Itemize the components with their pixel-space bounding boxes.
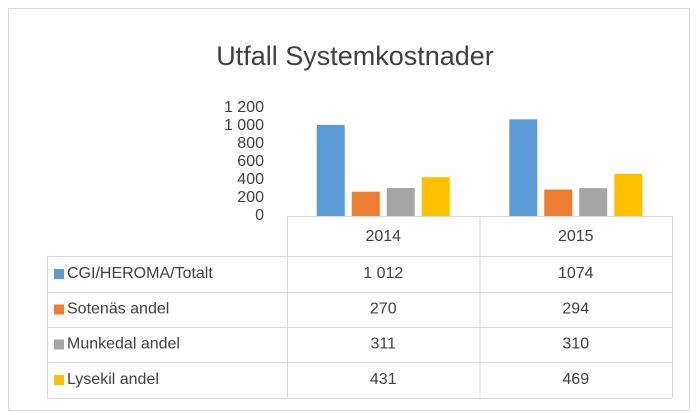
legend-swatch bbox=[54, 304, 64, 315]
bar bbox=[579, 188, 608, 216]
table-value: 294 bbox=[562, 301, 589, 318]
legend-label: Sotenäs andel bbox=[67, 301, 169, 318]
bar bbox=[509, 119, 538, 216]
y-tick-label: 800 bbox=[237, 135, 264, 152]
legend-swatch bbox=[54, 269, 64, 279]
category-label: 2014 bbox=[365, 228, 401, 245]
table-value: 311 bbox=[370, 336, 396, 353]
y-tick-label: 0 bbox=[255, 207, 264, 224]
y-tick-label: 200 bbox=[237, 189, 264, 206]
table-value: 1074 bbox=[558, 265, 594, 282]
bar bbox=[614, 173, 643, 216]
y-tick-label: 400 bbox=[237, 171, 264, 188]
bar bbox=[386, 188, 415, 216]
y-tick-label: 1 200 bbox=[224, 99, 264, 116]
table-value: 431 bbox=[370, 371, 397, 388]
bar bbox=[316, 124, 345, 216]
bar bbox=[544, 189, 573, 216]
table-value: 1 012 bbox=[363, 265, 403, 282]
bar bbox=[421, 177, 450, 216]
y-tick-label: 600 bbox=[237, 153, 264, 170]
chart-title: Utfall Systemkostnader bbox=[216, 41, 494, 71]
legend-label: Lysekil andel bbox=[67, 371, 159, 388]
legend-label: Munkedal andel bbox=[67, 336, 180, 353]
chart-frame bbox=[8, 8, 690, 411]
bar bbox=[351, 191, 380, 216]
table-value: 310 bbox=[562, 336, 589, 353]
category-label: 2015 bbox=[558, 228, 594, 245]
table-value: 270 bbox=[370, 301, 397, 318]
legend-swatch bbox=[54, 375, 64, 385]
y-tick-label: 1 000 bbox=[224, 117, 264, 134]
legend-swatch bbox=[54, 339, 64, 350]
legend-label: CGI/HEROMA/Totalt bbox=[67, 265, 213, 282]
table-value: 469 bbox=[562, 371, 589, 388]
